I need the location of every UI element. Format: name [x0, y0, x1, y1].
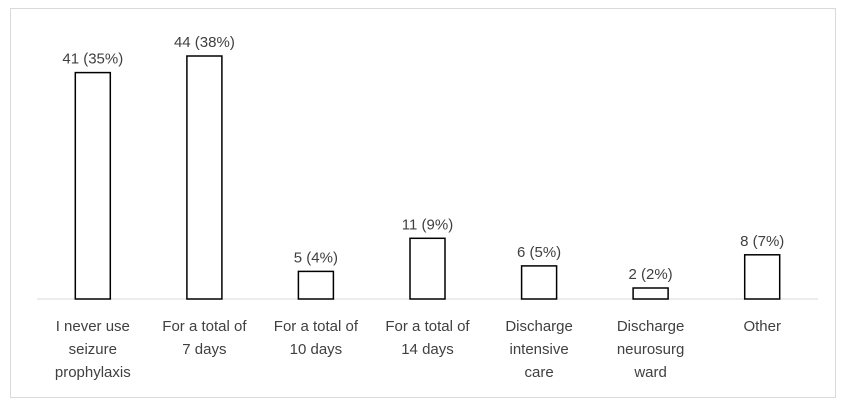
category-label-6: Other [743, 318, 781, 335]
bar-4 [520, 265, 558, 300]
data-label-2: 5 (4%) [294, 249, 338, 266]
bar-2 [297, 270, 335, 300]
bar-3 [409, 237, 446, 300]
data-label-1: 44 (38%) [174, 34, 235, 51]
category-label-4: Discharge intensive care [505, 318, 573, 381]
category-label-2: For a total of 10 days [274, 318, 359, 358]
bar-1 [186, 55, 223, 300]
value-labels-group: 41 (35%) 44 (38%) 5 (4%) 11 (9%) 6 (5%) 2 (2%… [62, 34, 784, 283]
data-label-4: 6 (5%) [517, 244, 561, 261]
chart-frame [10, 8, 836, 398]
bar-6 [743, 254, 781, 300]
category-label-0: I never use seizure prophylaxis [55, 318, 131, 381]
category-label-5: Discharge neurosurg ward [617, 318, 685, 381]
data-label-6: 8 (7%) [740, 233, 784, 250]
data-label-0: 41 (35%) [62, 51, 123, 68]
category-label-3: For a total of 14 days [385, 318, 470, 358]
data-label-3: 11 (9%) [402, 216, 453, 233]
bar-0 [74, 71, 112, 300]
bar-5 [632, 287, 669, 300]
data-label-5: 2 (2%) [629, 266, 673, 283]
category-label-1: For a total of 7 days [162, 318, 247, 358]
category-labels-group: I never use seizure prophylaxis For a total… [55, 318, 781, 381]
bars-group [74, 55, 781, 300]
